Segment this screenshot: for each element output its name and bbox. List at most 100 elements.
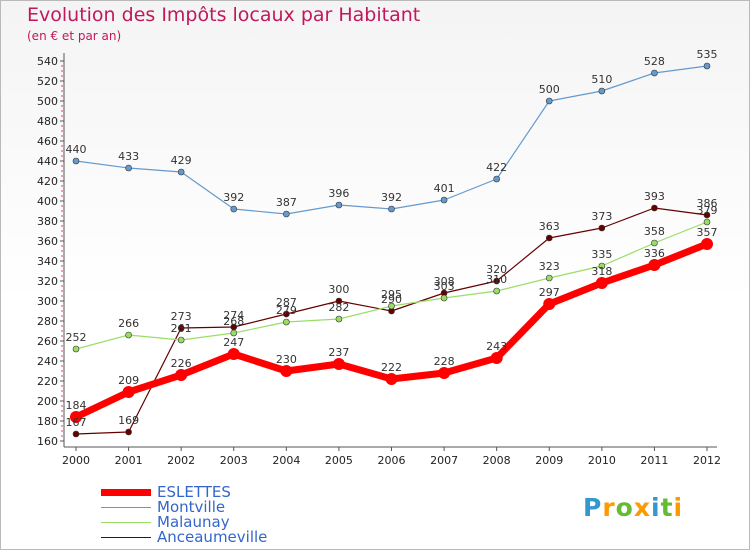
y-tick-label: 280	[37, 315, 58, 328]
data-label: 279	[276, 304, 297, 317]
data-label: 336	[644, 247, 665, 260]
y-tick-label: 160	[37, 435, 58, 448]
logo-letter: o	[615, 493, 634, 522]
data-label: 230	[276, 353, 297, 366]
x-tick-label: 2001	[115, 454, 143, 467]
chart-legend: ESLETTES Montville Malaunay Anceaumeville	[101, 485, 267, 545]
logo-letter: i	[673, 493, 684, 522]
logo-letter: r	[602, 493, 616, 522]
x-tick-label: 2012	[693, 454, 721, 467]
x-tick-label: 2000	[62, 454, 90, 467]
y-tick-label: 480	[37, 115, 58, 128]
data-point	[125, 164, 132, 172]
data-point	[703, 218, 711, 226]
x-tick-label: 2004	[272, 454, 300, 467]
data-label: 303	[434, 280, 455, 293]
data-label: 528	[644, 55, 665, 68]
logo-letter: t	[660, 493, 674, 522]
data-point	[493, 277, 500, 285]
data-point	[227, 348, 240, 360]
logo-letter: x	[633, 493, 651, 522]
data-point	[385, 373, 398, 385]
data-label: 392	[381, 191, 402, 204]
data-label: 363	[539, 220, 560, 233]
data-label: 297	[539, 286, 560, 299]
data-label: 209	[118, 374, 139, 387]
legend-label: Anceaumeville	[157, 528, 268, 546]
data-point	[283, 210, 290, 218]
data-label: 429	[171, 154, 192, 167]
data-point	[335, 315, 343, 323]
data-point	[72, 157, 80, 165]
data-label: 373	[591, 210, 612, 223]
data-label: 290	[381, 293, 402, 306]
proxiti-logo: Proxiti	[583, 493, 683, 522]
data-label: 392	[223, 191, 244, 204]
legend-item: ESLETTES	[101, 485, 267, 500]
data-label: 393	[644, 190, 665, 203]
data-label: 169	[118, 414, 139, 427]
data-point	[230, 329, 238, 337]
y-tick-label: 460	[37, 135, 58, 148]
data-label: 422	[486, 161, 507, 174]
data-point	[388, 205, 395, 213]
legend-swatch	[101, 536, 151, 539]
data-point	[438, 367, 451, 379]
x-tick-label: 2010	[588, 454, 616, 467]
data-label: 535	[697, 48, 718, 61]
data-label: 357	[697, 226, 718, 239]
data-label: 335	[591, 248, 612, 261]
data-point	[703, 62, 711, 70]
y-tick-label: 200	[37, 395, 58, 408]
data-label: 310	[486, 273, 507, 286]
data-label: 318	[591, 265, 612, 278]
data-point	[335, 201, 343, 209]
data-label: 266	[118, 317, 139, 330]
data-point	[701, 238, 713, 250]
data-point	[177, 336, 185, 344]
data-point	[651, 239, 658, 247]
data-point	[125, 428, 132, 436]
y-tick-label: 220	[37, 375, 58, 388]
data-point	[598, 262, 606, 270]
x-tick-label: 2002	[167, 454, 195, 467]
data-point	[545, 97, 553, 105]
data-label: 282	[328, 301, 349, 314]
data-label: 300	[328, 283, 349, 296]
data-label: 433	[118, 150, 139, 163]
x-tick-label: 2008	[483, 454, 511, 467]
y-tick-label: 240	[37, 355, 58, 368]
data-point	[595, 277, 608, 289]
y-tick-label: 500	[37, 95, 58, 108]
data-point	[70, 411, 82, 423]
data-point	[490, 352, 503, 364]
x-tick-label: 2011	[640, 454, 668, 467]
data-point	[440, 196, 448, 204]
data-label: 247	[223, 336, 244, 349]
data-point	[440, 294, 448, 302]
y-tick-label: 320	[37, 275, 58, 288]
data-point	[545, 274, 553, 282]
data-label: 295	[381, 288, 402, 301]
data-label: 396	[328, 187, 349, 200]
data-label: 440	[66, 143, 87, 156]
data-point	[283, 310, 290, 318]
data-label: 243	[486, 340, 507, 353]
data-label: 379	[697, 204, 718, 217]
data-label: 237	[328, 346, 349, 359]
data-label: 287	[276, 296, 297, 309]
data-label: 386	[697, 197, 718, 210]
chart-title: Evolution des Impôts locaux par Habitant	[27, 4, 421, 26]
data-point	[598, 224, 606, 232]
data-label: 167	[66, 416, 87, 429]
data-label: 401	[434, 182, 455, 195]
data-point	[335, 297, 343, 305]
legend-label: Montville	[157, 498, 226, 516]
data-point	[175, 369, 188, 381]
legend-swatch	[101, 521, 151, 524]
data-point	[230, 205, 238, 213]
data-point	[388, 302, 395, 310]
legend-item: Montville	[101, 500, 267, 515]
y-tick-label: 300	[37, 295, 58, 308]
